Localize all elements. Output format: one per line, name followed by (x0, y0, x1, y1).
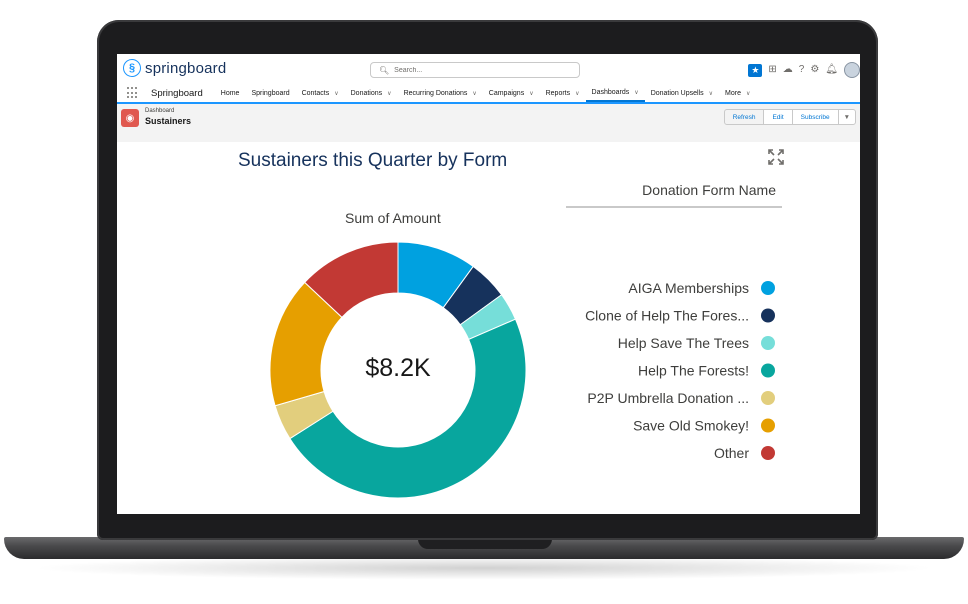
legend-swatch[interactable] (761, 336, 775, 350)
chevron-down-icon[interactable]: ∨ (708, 90, 714, 97)
nav-item-donations[interactable]: Donations ∨ (345, 84, 398, 102)
nav-item-recurring-donations[interactable]: Recurring Donations ∨ (398, 84, 483, 102)
nav-item-label: Campaigns (488, 89, 525, 97)
nav-item-label: Recurring Donations (403, 89, 468, 97)
page-title: Sustainers (145, 116, 192, 126)
legend-label[interactable]: Help The Forests! (638, 363, 749, 379)
nav-item-label: Donation Upsells (650, 89, 704, 97)
nav-item-label: Donations (350, 89, 383, 97)
app-launcher-icon[interactable] (127, 87, 139, 99)
chevron-down-icon[interactable]: ∨ (529, 90, 534, 97)
donut-slice[interactable] (289, 318, 527, 499)
donut-slice[interactable] (303, 241, 399, 318)
legend-swatch[interactable] (761, 363, 775, 378)
page-header: ◉ Dashboard Sustainers Refresh Edit Subs… (117, 104, 860, 142)
nav-item-label: Contacts (301, 89, 330, 97)
trailhead-icon[interactable]: ☁ (782, 64, 793, 75)
chevron-down-icon: ▼ (843, 113, 850, 121)
legend-label[interactable]: Help Save The Trees (618, 335, 749, 351)
app-name: Springboard (151, 87, 203, 99)
springboard-logo[interactable]: § springboard (123, 59, 226, 77)
chevron-down-icon[interactable]: ∨ (634, 89, 639, 96)
nav-item-dashboards[interactable]: Dashboards ∨ (585, 84, 645, 102)
more-actions-button[interactable]: ▼ (837, 109, 856, 125)
dashboard-icon: ◉ (121, 109, 139, 127)
nav-item-campaigns[interactable]: Campaigns ∨ (483, 84, 540, 102)
subscribe-button[interactable]: Subscribe (791, 109, 839, 125)
expand-icon[interactable] (767, 148, 785, 166)
legend-label[interactable]: Other (714, 445, 749, 461)
setup-gear-icon[interactable]: ⚙ (810, 64, 820, 75)
logo-text: springboard (145, 59, 227, 77)
favorites-icon[interactable]: ★ (748, 63, 763, 77)
nav-items: Home Springboard Contacts ∨ Donations ∨ Recurr… (215, 84, 757, 102)
header-button-group: Refresh Edit Subscribe ▼ (723, 109, 856, 125)
chart-title: Sustainers this Quarter by Form (238, 150, 508, 171)
add-icon[interactable]: ⊞ (768, 64, 777, 75)
nav-item-label: Springboard (251, 89, 290, 97)
help-icon[interactable]: ? (798, 64, 805, 75)
nav-item-contacts[interactable]: Contacts ∨ (296, 84, 345, 102)
legend-swatch[interactable] (761, 446, 775, 460)
legend-swatch[interactable] (761, 308, 775, 323)
springboard-logo-icon: § (123, 59, 141, 77)
notifications-bell-icon[interactable]: 🔔︎ (825, 64, 838, 75)
global-header: § springboard 🔍︎ ★ ⊞ ☁ ? ⚙ 🔔︎ (117, 54, 860, 84)
nav-item-donation-upsells[interactable]: Donation Upsells ∨ (645, 84, 719, 102)
chevron-down-icon[interactable]: ∨ (387, 90, 392, 97)
legend-swatch[interactable] (761, 418, 775, 433)
legend-swatch[interactable] (761, 281, 775, 295)
nav-item-home[interactable]: Home (215, 84, 246, 102)
laptop-notch (418, 537, 552, 549)
nav-item-label: Home (220, 89, 240, 97)
legend-label[interactable]: Clone of Help The Fores... (585, 308, 749, 324)
edit-button[interactable]: Edit (763, 109, 793, 125)
donut-chart: AIGA Memberships Clone of Help The Fores.… (269, 241, 775, 499)
chart-subtitle: Sum of Amount (345, 210, 441, 226)
chevron-down-icon[interactable]: ∨ (745, 90, 751, 97)
legend-label[interactable]: P2P Umbrella Donation ... (587, 390, 749, 406)
nav-item-reports[interactable]: Reports ∨ (540, 84, 586, 102)
chart-center-total: $8.2K (365, 354, 431, 382)
chevron-down-icon[interactable]: ∨ (334, 90, 339, 97)
user-avatar[interactable] (844, 62, 860, 78)
nav-item-label: More (725, 89, 741, 97)
refresh-button[interactable]: Refresh (723, 109, 765, 125)
global-search[interactable]: 🔍︎ (370, 62, 580, 78)
nav-item-more[interactable]: More ∨ (719, 84, 756, 102)
legend-swatch[interactable] (761, 391, 775, 405)
laptop-shadow (30, 556, 938, 580)
utility-icons: ★ ⊞ ☁ ? ⚙ 🔔︎ (748, 62, 860, 78)
search-input[interactable] (394, 66, 565, 74)
nav-item-label: Reports (545, 89, 571, 97)
legend-label[interactable]: AIGA Memberships (628, 280, 749, 296)
chevron-down-icon[interactable]: ∨ (575, 90, 580, 97)
search-icon: 🔍︎ (379, 65, 390, 75)
dashboard-component: AIGA Memberships Clone of Help The Fores.… (117, 142, 860, 514)
legend-label[interactable]: Save Old Smokey! (633, 418, 749, 434)
screen: § springboard 🔍︎ ★ ⊞ ☁ ? ⚙ 🔔︎ Springboar… (117, 54, 860, 514)
chevron-down-icon[interactable]: ∨ (472, 90, 477, 97)
nav-bar: Springboard Home Springboard Contacts ∨ Dona… (117, 84, 860, 104)
breadcrumb[interactable]: Dashboard (145, 108, 175, 114)
nav-item-springboard[interactable]: Springboard (245, 84, 295, 102)
nav-item-label: Dashboards (591, 88, 630, 96)
legend-title: Donation Form Name (566, 182, 782, 208)
